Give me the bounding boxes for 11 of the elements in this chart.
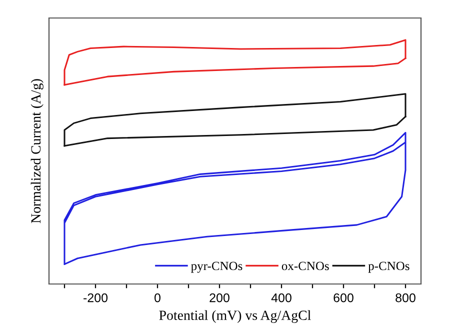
x-tick-label: 200 [210, 293, 230, 302]
legend-label: p-CNOs [368, 262, 410, 273]
x-tick-label: 800 [396, 293, 416, 302]
legend-label: ox-CNOs [282, 262, 329, 270]
y-axis-title: Normalized Current (A/g) [30, 79, 44, 224]
x-tick-label: 0 [154, 293, 160, 302]
x-axis-title: Potential (mV) vs Ag/AgCl [159, 310, 311, 323]
x-tick-label: -200 [84, 293, 108, 302]
legend-label: pyr-CNOs [191, 262, 242, 273]
x-tick-label: 400 [271, 293, 292, 302]
x-tick-label: 600 [334, 293, 354, 302]
